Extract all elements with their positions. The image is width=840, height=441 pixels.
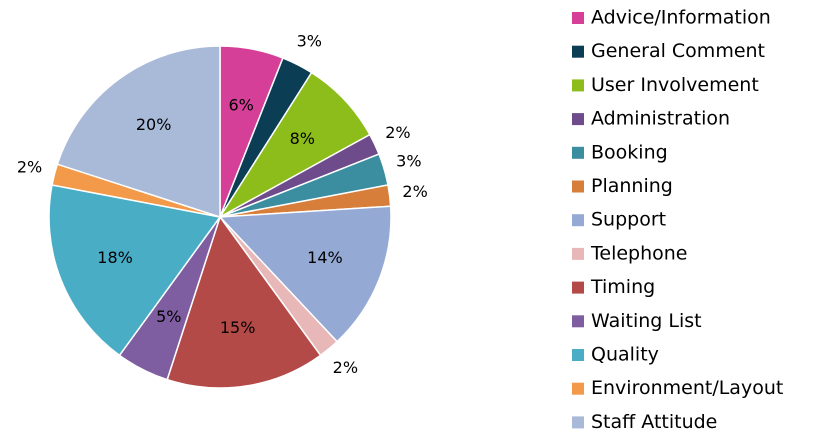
legend-label: Telephone	[590, 242, 688, 264]
legend-swatch	[572, 281, 584, 294]
legend-swatch	[572, 214, 584, 227]
data-label: 2%	[402, 182, 427, 201]
data-label: 3%	[297, 31, 322, 50]
data-label: 15%	[220, 318, 256, 337]
legend-label: User Involvement	[591, 74, 759, 96]
legend-swatch	[572, 349, 584, 361]
legend-label: Support	[591, 209, 666, 231]
data-label: 18%	[97, 248, 133, 267]
legend-label: Planning	[591, 175, 673, 197]
legend-swatch	[572, 416, 584, 429]
legend-swatch	[572, 247, 584, 260]
legend-swatch	[572, 315, 584, 328]
data-label: 2%	[385, 123, 410, 142]
legend-swatch	[572, 45, 584, 58]
legend-label: Booking	[591, 141, 668, 163]
data-label: 14%	[307, 248, 343, 267]
legend-swatch	[572, 12, 584, 24]
data-label: 2%	[17, 158, 42, 177]
pie-slice	[218, 205, 392, 343]
legend-label: Environment/Layout	[591, 377, 783, 399]
data-label: 6%	[228, 96, 253, 115]
legend-swatch	[572, 146, 584, 159]
pie-slice	[56, 45, 221, 219]
legend-label: Advice/Information	[591, 7, 771, 29]
legend-label: Timing	[590, 276, 655, 298]
data-label: 3%	[396, 152, 421, 171]
legend-label: Waiting List	[591, 310, 702, 332]
legend-swatch	[572, 382, 584, 395]
legend-swatch	[572, 113, 584, 126]
data-label: 5%	[156, 307, 181, 326]
data-label: 8%	[290, 129, 315, 148]
pie-slice	[48, 184, 222, 357]
pie-slice	[166, 215, 322, 389]
legend-label: Staff Attitude	[591, 411, 717, 433]
legend-label: Quality	[591, 344, 659, 366]
legend-swatch	[572, 79, 584, 92]
legend-label: Administration	[591, 108, 730, 130]
legend-label: General Comment	[591, 40, 765, 62]
legend-swatch	[572, 180, 584, 193]
data-label: 20%	[136, 115, 172, 134]
data-label: 2%	[333, 358, 358, 377]
